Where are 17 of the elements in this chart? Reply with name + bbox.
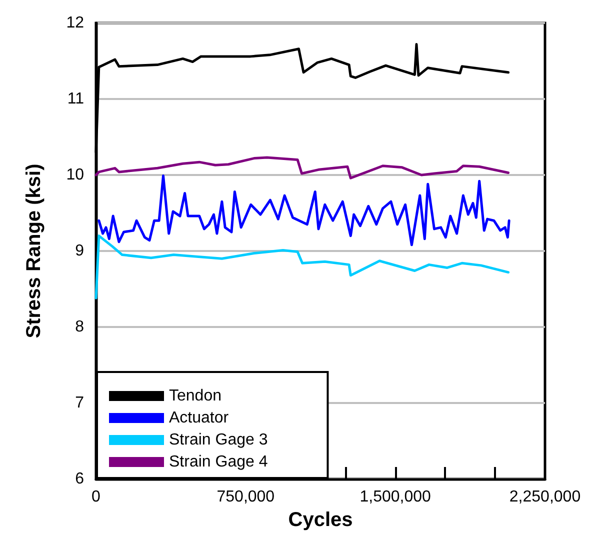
y-tick-label: 9 bbox=[75, 242, 84, 260]
x-tick-label: 750,000 bbox=[216, 488, 275, 506]
y-axis-title: Stress Range (ksi) bbox=[23, 164, 45, 338]
y-tick-label: 12 bbox=[66, 14, 84, 32]
legend-label: Strain Gage 3 bbox=[169, 432, 268, 448]
y-tick-label: 10 bbox=[66, 166, 84, 184]
legend-label: Strain Gage 4 bbox=[169, 454, 268, 470]
y-tick-label: 7 bbox=[75, 394, 84, 412]
legend-label: Tendon bbox=[169, 388, 222, 404]
x-tick-label: 2,250,000 bbox=[509, 488, 581, 506]
y-tick-label: 11 bbox=[67, 90, 84, 108]
x-axis-title: Cycles bbox=[288, 508, 353, 531]
x-tick-label: 0 bbox=[92, 488, 101, 506]
legend-label: Actuator bbox=[169, 410, 230, 426]
y-tick-label: 6 bbox=[75, 470, 84, 488]
x-tick-label: 1,500,000 bbox=[360, 488, 432, 506]
y-tick-label: 8 bbox=[75, 318, 84, 336]
